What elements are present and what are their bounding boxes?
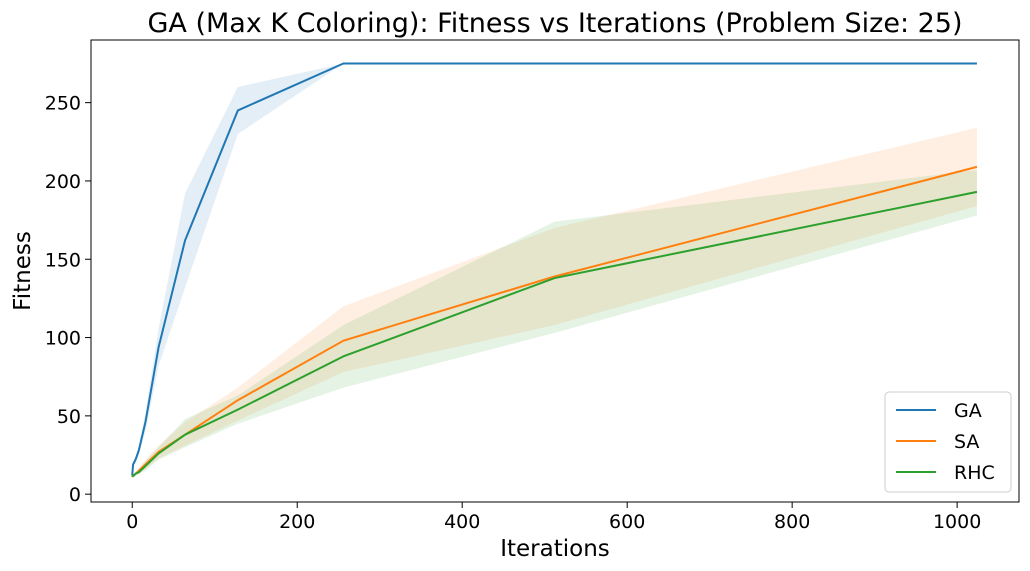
legend-label-rhc: RHC [954, 462, 995, 484]
ga-series-line [131, 62, 977, 476]
x-tick-label: 600 [609, 511, 645, 533]
y-axis-label: Fitness [10, 231, 36, 311]
x-axis-label: Iterations [500, 536, 610, 562]
y-tick-label: 100 [45, 328, 81, 350]
legend: GA SA RHC [884, 391, 1012, 493]
x-tick-label: 800 [774, 511, 810, 533]
chart-title: GA (Max K Coloring): Fitness vs Iteratio… [147, 8, 962, 39]
x-axis-ticks: 0 200 400 600 800 1000 [126, 502, 981, 533]
y-tick-label: 200 [45, 171, 81, 193]
sa-confidence-band [132, 127, 977, 479]
x-tick-label: 0 [126, 511, 138, 533]
y-tick-label: 250 [45, 93, 81, 115]
x-tick-label: 400 [444, 511, 480, 533]
series-lines [131, 62, 978, 478]
x-tick-label: 200 [279, 511, 315, 533]
y-tick-label: 0 [69, 484, 81, 506]
plot-frame [90, 39, 1020, 503]
y-axis-ticks: 0 50 100 150 200 250 [45, 93, 91, 506]
y-tick-label: 50 [57, 406, 81, 428]
rhc-series-line [131, 190, 978, 478]
x-tick-label: 1000 [933, 511, 981, 533]
rhc-confidence-band [132, 169, 977, 479]
y-tick-label: 150 [45, 249, 81, 271]
legend-label-ga: GA [954, 400, 982, 422]
confidence-bands [132, 63, 977, 479]
legend-box [884, 391, 1012, 493]
legend-label-sa: SA [954, 431, 979, 453]
